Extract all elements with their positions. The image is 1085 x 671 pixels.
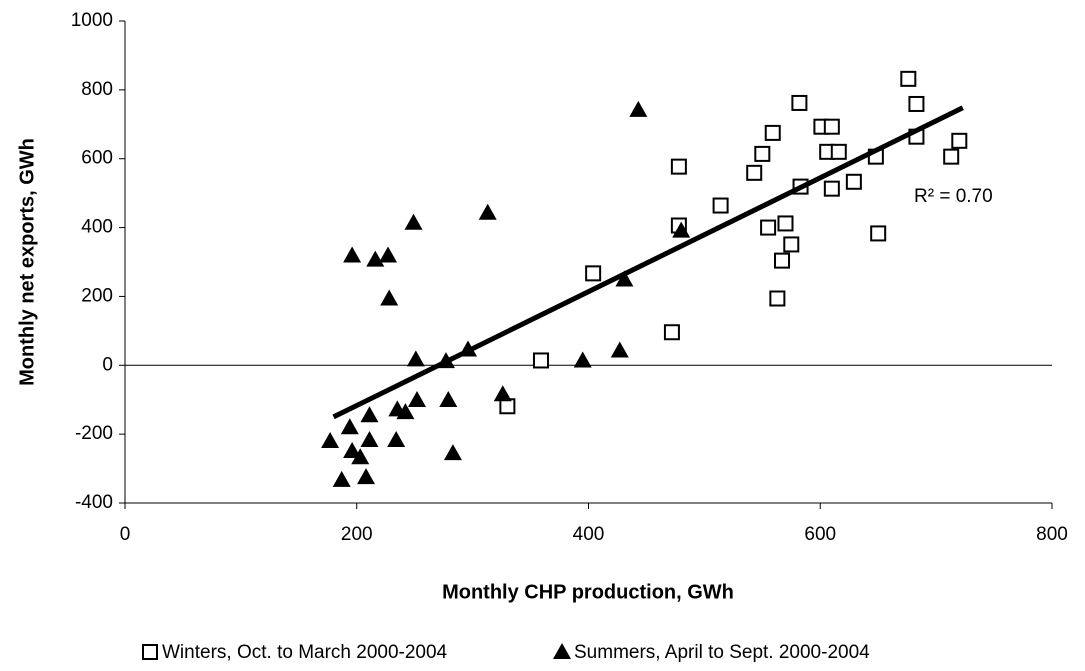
summer-point (343, 442, 362, 459)
winter-point (943, 148, 960, 165)
summer-point (380, 289, 399, 306)
winter-point (670, 158, 687, 175)
summer-point (360, 430, 379, 447)
winter-point (769, 290, 786, 307)
winter-point (783, 236, 800, 253)
winter-point (663, 324, 680, 341)
winter-point (754, 145, 771, 162)
winter-point (532, 352, 549, 369)
winter-point (823, 118, 840, 135)
summer-point (439, 391, 458, 408)
winter-point (900, 70, 917, 87)
summer-point (332, 470, 351, 487)
y-tick-label: -200 (75, 423, 113, 444)
summer-point (406, 350, 425, 367)
winter-point (791, 94, 808, 111)
trendline (332, 105, 964, 420)
summer-point (343, 246, 362, 263)
legend-marker (142, 644, 158, 660)
y-tick-label: 1000 (71, 10, 113, 31)
y-tick-label: 200 (81, 285, 113, 306)
legend-label: Winters, Oct. to March 2000-2004 (162, 642, 448, 663)
summer-point (357, 468, 376, 485)
summer-point (443, 444, 462, 461)
summer-point (340, 418, 359, 435)
winter-point (760, 219, 777, 236)
summer-point (610, 341, 629, 358)
summer-point (629, 100, 648, 117)
winter-point (845, 173, 862, 190)
winter-point (870, 225, 887, 242)
summer-point (493, 385, 512, 402)
winter-point (499, 398, 516, 415)
summer-point (672, 221, 691, 238)
x-tick-label: 200 (341, 524, 373, 545)
summer-point (366, 250, 385, 267)
summer-point (573, 351, 592, 368)
legend-marker (553, 643, 571, 659)
x-tick-label: 800 (1036, 524, 1068, 545)
y-tick-label: -400 (75, 492, 113, 513)
y-axis-title: Monthly net exports, GWh (16, 138, 38, 386)
winter-point (585, 265, 602, 282)
winter-point (823, 180, 840, 197)
legend-label: Summers, April to Sept. 2000-2004 (574, 642, 870, 663)
x-tick-label: 0 (120, 524, 131, 545)
summer-point (387, 430, 406, 447)
winter-point (746, 164, 763, 181)
summer-point (321, 432, 340, 449)
winter-point (774, 252, 791, 269)
x-axis-title: Monthly CHP production, GWh (442, 581, 734, 603)
summer-point (379, 246, 398, 263)
winter-point (764, 124, 781, 141)
x-tick-label: 400 (573, 524, 605, 545)
winter-point (830, 143, 847, 160)
y-tick-label: 0 (102, 354, 113, 375)
winter-point (951, 132, 968, 149)
y-tick-label: 800 (81, 79, 113, 100)
summer-point (360, 406, 379, 423)
winter-point (908, 95, 925, 112)
summer-point (478, 203, 497, 220)
summer-point (404, 213, 423, 230)
summer-point (408, 391, 427, 408)
winter-point (777, 215, 794, 232)
x-tick-label: 600 (804, 524, 836, 545)
y-tick-label: 600 (81, 148, 113, 169)
summer-point (351, 448, 370, 465)
summer-point (615, 270, 634, 287)
winter-point (712, 197, 729, 214)
summer-point (388, 400, 407, 417)
y-tick-label: 400 (81, 217, 113, 238)
annotation: R² = 0.70 (914, 186, 993, 207)
